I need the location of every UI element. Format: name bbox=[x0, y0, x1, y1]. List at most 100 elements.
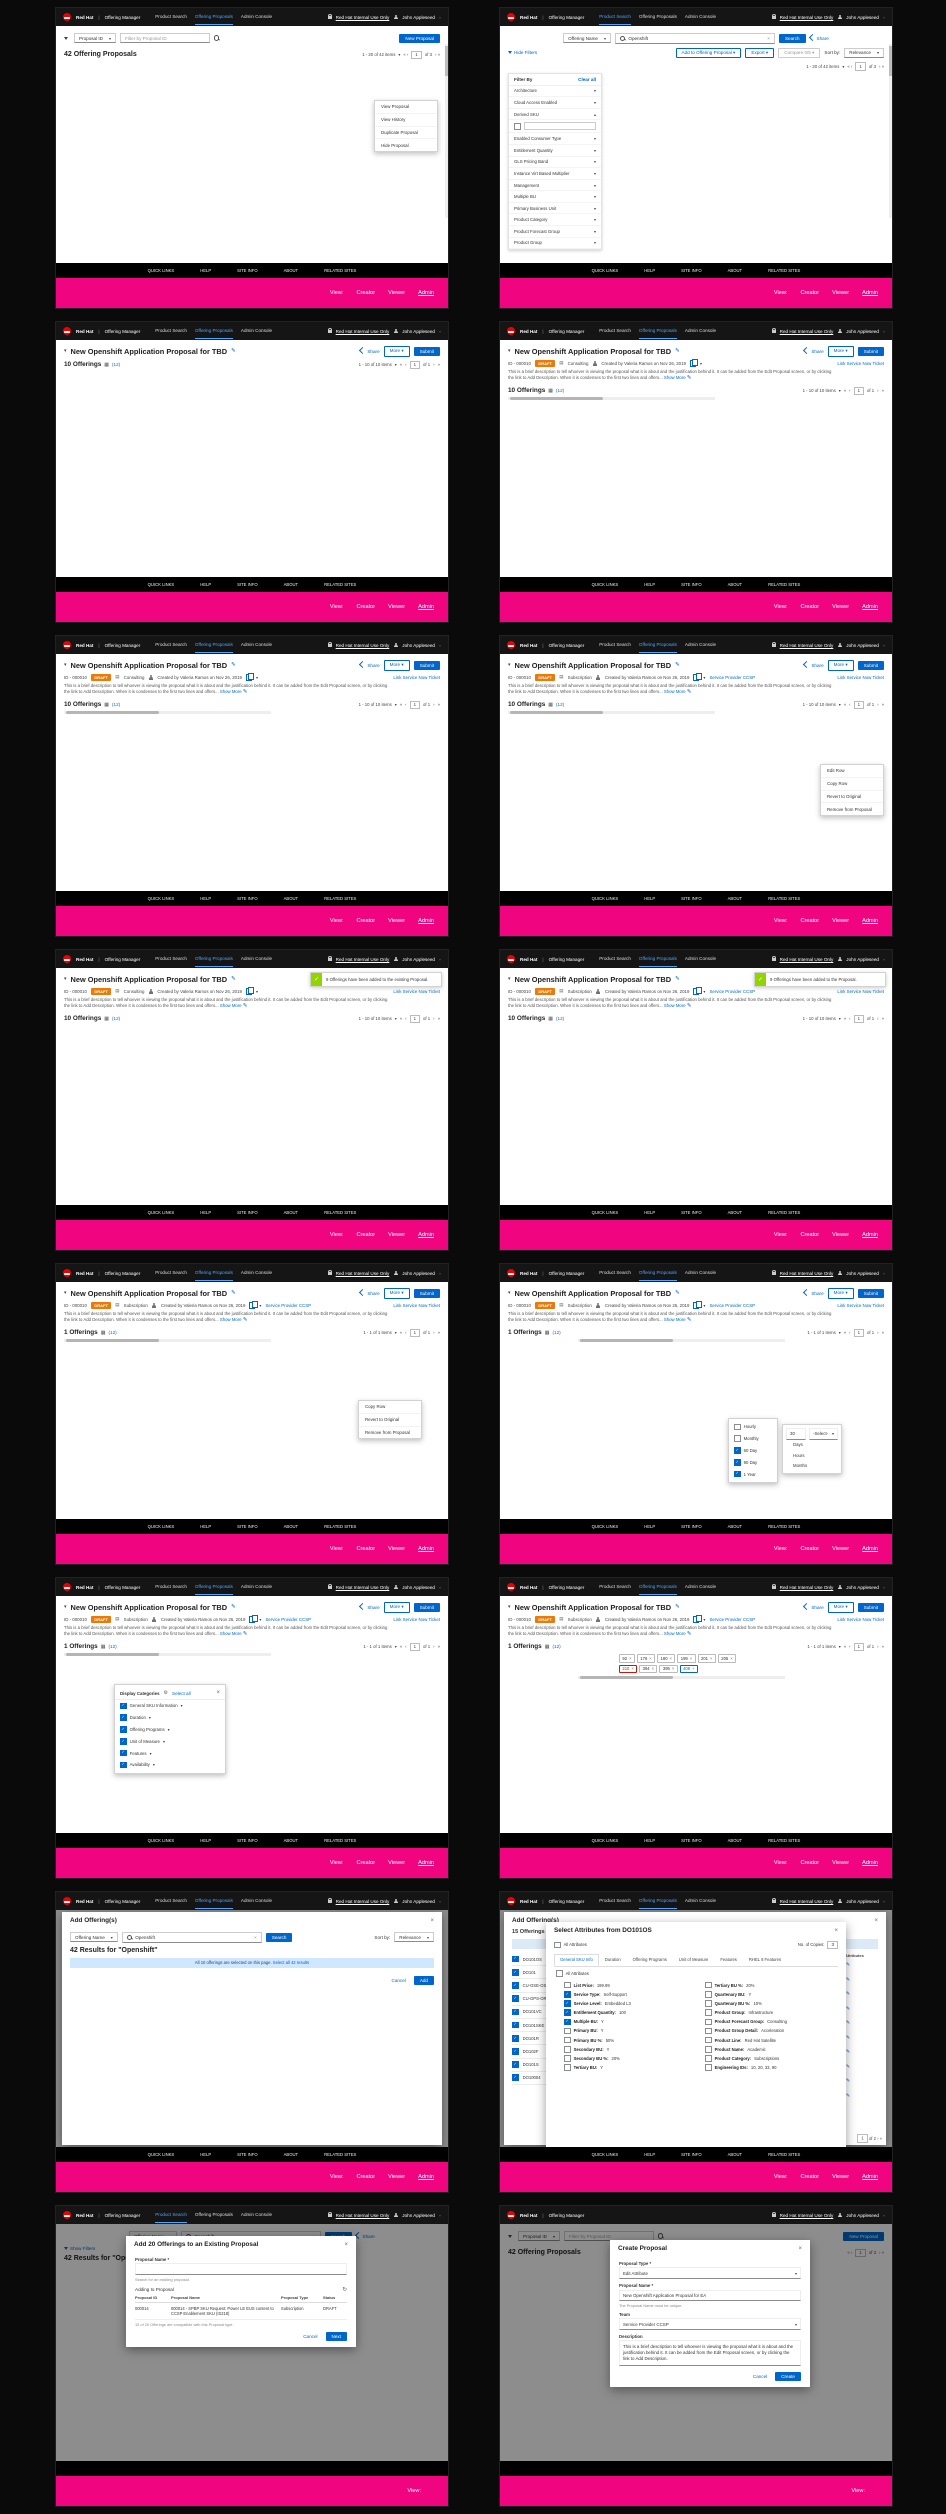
sort-select[interactable]: Relevance ▾ bbox=[844, 47, 884, 59]
nav-link-admin-console[interactable]: Admin Console bbox=[684, 1584, 717, 1589]
edit-description-icon[interactable]: ✎ bbox=[686, 1631, 692, 1637]
footer-link[interactable]: ABOUT bbox=[283, 2152, 299, 2157]
footer-link[interactable]: ABOUT bbox=[283, 1838, 299, 1843]
compare-button[interactable]: Compare 0/5 ▾ bbox=[778, 47, 821, 59]
show-more-link[interactable]: Show More bbox=[219, 1003, 242, 1008]
user-menu[interactable]: John Appleseed bbox=[402, 328, 435, 334]
view-option-admin[interactable]: Admin bbox=[418, 290, 434, 296]
category-option[interactable]: Duration ▾ bbox=[115, 1712, 225, 1724]
next-page-button[interactable]: › bbox=[877, 1330, 879, 1336]
prev-page-button[interactable]: ‹ bbox=[849, 1644, 851, 1650]
page-input[interactable]: 1 bbox=[409, 1014, 420, 1024]
share-button[interactable]: Share bbox=[359, 1603, 380, 1611]
first-page-button[interactable]: « bbox=[843, 1016, 847, 1022]
footer-link[interactable]: HELP bbox=[200, 268, 212, 273]
filter-item[interactable]: Entitlement Quantity ▾ bbox=[509, 145, 601, 157]
horizontal-scrollbar[interactable] bbox=[64, 1339, 271, 1343]
filter-item[interactable]: Product Forecast Group ▾ bbox=[509, 226, 601, 238]
submit-button[interactable]: Submit bbox=[413, 660, 440, 670]
first-page-button[interactable]: « bbox=[399, 362, 403, 368]
next-page-button[interactable]: › bbox=[433, 702, 435, 708]
user-menu[interactable]: John Appleseed bbox=[402, 642, 435, 648]
footer-link[interactable]: ABOUT bbox=[727, 2152, 743, 2157]
footer-link[interactable]: ABOUT bbox=[283, 896, 299, 901]
share-link[interactable]: Share bbox=[354, 2232, 375, 2240]
hide-filters-link[interactable]: Hide Filters bbox=[508, 50, 537, 55]
view-option-creator[interactable]: Creator bbox=[356, 1546, 376, 1552]
menu-item[interactable]: Remove from Proposal bbox=[827, 806, 872, 812]
chevron-down-icon[interactable]: ▾ bbox=[256, 988, 259, 994]
close-icon[interactable]: × bbox=[798, 2245, 802, 2252]
copy-icon[interactable] bbox=[246, 987, 255, 995]
chevron-down-icon[interactable]: ▾ bbox=[838, 1644, 841, 1650]
page-input[interactable]: 1 bbox=[853, 1642, 864, 1652]
share-button[interactable]: Share bbox=[803, 347, 824, 355]
checkbox[interactable] bbox=[734, 1447, 741, 1454]
next-page-button[interactable]: › bbox=[877, 1016, 879, 1022]
last-page-button[interactable]: » bbox=[881, 1016, 884, 1022]
footer-link[interactable]: SITE INFO bbox=[237, 1524, 258, 1529]
checkbox[interactable] bbox=[120, 1761, 127, 1769]
attribute-option[interactable]: Primary BU: Y bbox=[564, 2027, 695, 2035]
user-menu[interactable]: John Appleseed bbox=[402, 1270, 435, 1276]
nav-link-admin-console[interactable]: Admin Console bbox=[684, 1270, 717, 1275]
nav-link-admin-console[interactable]: Admin Console bbox=[240, 1270, 273, 1275]
show-more-link[interactable]: Show More bbox=[663, 1317, 686, 1322]
dropdown-option[interactable]: Hours bbox=[793, 1452, 805, 1458]
checkbox[interactable] bbox=[120, 1726, 127, 1733]
chevron-down-icon[interactable]: ▾ bbox=[882, 642, 885, 648]
checkbox[interactable] bbox=[512, 2048, 519, 2055]
tab-offering-programs[interactable]: Offering Programs bbox=[632, 1957, 667, 1963]
user-menu[interactable]: John Appleseed bbox=[846, 956, 879, 962]
nav-link-offering-proposals[interactable]: Offering Proposals bbox=[194, 637, 233, 653]
view-option-viewer[interactable]: Viewer bbox=[388, 918, 406, 924]
link-service-now-ticket[interactable]: Link Service Now Ticket bbox=[393, 674, 440, 680]
internal-use-link[interactable]: Red Hat Internal Use Only bbox=[335, 1584, 390, 1590]
more-button[interactable]: More ▾ bbox=[827, 1602, 854, 1613]
show-more-link[interactable]: Show More bbox=[663, 375, 686, 380]
checkbox[interactable] bbox=[512, 1968, 519, 1976]
horizontal-scrollbar[interactable] bbox=[508, 397, 715, 401]
show-more-link[interactable]: Show More bbox=[219, 689, 242, 694]
nav-link-product-search[interactable]: Product Search bbox=[155, 328, 187, 333]
edit-title-icon[interactable]: ✎ bbox=[675, 1290, 680, 1297]
more-button[interactable]: More ▾ bbox=[383, 660, 410, 671]
add-to-offering-proposal-button[interactable]: Add to Offering Proposal ▾ bbox=[675, 47, 742, 59]
internal-use-link[interactable]: Red Hat Internal Use Only bbox=[779, 956, 834, 962]
prev-page-button[interactable]: ‹ bbox=[849, 1016, 851, 1022]
chevron-down-icon[interactable]: ▾ bbox=[394, 362, 397, 368]
menu-item[interactable]: Copy Row bbox=[821, 778, 883, 791]
attribute-option[interactable]: Service Type: Self-Support bbox=[564, 1990, 695, 1998]
show-more-link[interactable]: Show More bbox=[663, 1003, 686, 1008]
close-icon[interactable]: × bbox=[216, 1690, 220, 1696]
footer-link[interactable]: RELATED SITES bbox=[324, 1838, 357, 1843]
user-menu[interactable]: John Appleseed bbox=[402, 1898, 435, 1904]
checkbox[interactable] bbox=[512, 2074, 519, 2082]
footer-link[interactable]: SITE INFO bbox=[681, 268, 702, 273]
horizontal-scrollbar[interactable] bbox=[578, 1339, 785, 1343]
cancel-button[interactable]: Cancel bbox=[303, 2333, 318, 2339]
checkbox[interactable] bbox=[564, 1981, 571, 1989]
view-option-creator[interactable]: Creator bbox=[356, 604, 376, 610]
internal-use-link[interactable]: Red Hat Internal Use Only bbox=[335, 2212, 390, 2218]
gear-icon[interactable]: ⚙ bbox=[163, 1690, 169, 1696]
add-button[interactable]: Add bbox=[413, 1975, 434, 1985]
link-service-now-ticket[interactable]: Link Service Now Ticket bbox=[837, 674, 884, 680]
engineering-id-chip[interactable]: 176 × bbox=[636, 1654, 656, 1663]
columns-icon[interactable]: ▦ bbox=[548, 701, 554, 708]
category-option[interactable]: 90 Day bbox=[729, 1456, 777, 1468]
submit-button[interactable]: Submit bbox=[857, 1288, 884, 1298]
chevron-down-icon[interactable]: ▾ bbox=[882, 2212, 885, 2218]
nav-link-offering-proposals[interactable]: Offering Proposals bbox=[638, 1265, 677, 1281]
attribute-option[interactable]: Product Name: Academic bbox=[705, 2046, 836, 2053]
page-input[interactable]: 1 bbox=[853, 1328, 864, 1338]
footer-link[interactable]: RELATED SITES bbox=[768, 896, 801, 901]
display-categories-count[interactable]: (12) bbox=[112, 1016, 121, 1022]
view-option-creator[interactable]: Creator bbox=[356, 1860, 376, 1866]
next-button[interactable]: Next bbox=[325, 2331, 347, 2341]
show-more-link[interactable]: Show More bbox=[663, 689, 686, 694]
copy-icon[interactable] bbox=[249, 1301, 258, 1309]
checkbox[interactable] bbox=[705, 2027, 712, 2035]
internal-use-link[interactable]: Red Hat Internal Use Only bbox=[335, 1898, 390, 1904]
nav-link-product-search[interactable]: Product Search bbox=[155, 956, 187, 961]
